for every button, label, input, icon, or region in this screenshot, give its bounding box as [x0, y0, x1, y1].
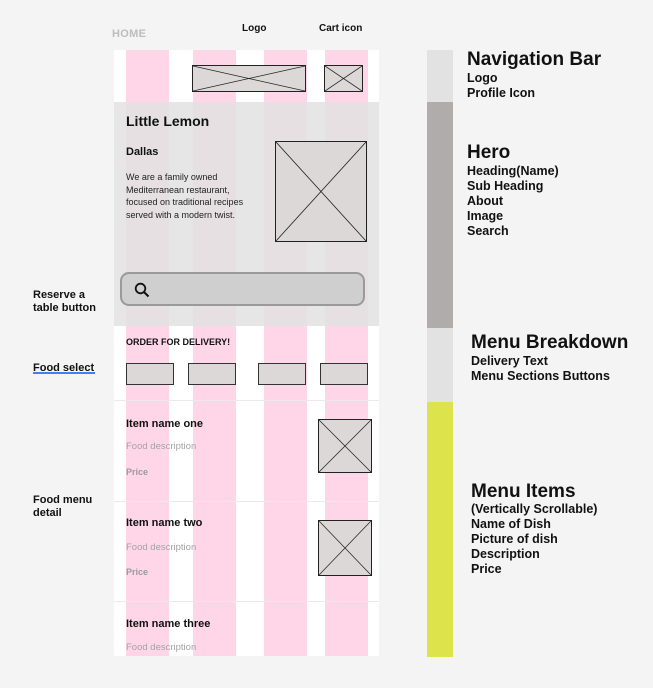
image-placeholder-icon — [325, 66, 362, 91]
section-line: Menu Sections Buttons — [471, 369, 610, 383]
item-description: Food description — [126, 441, 197, 452]
section-title-nav: Navigation Bar — [467, 49, 602, 70]
section-line: Delivery Text — [471, 354, 548, 368]
item-name: Item name two — [126, 517, 203, 529]
dish-image-placeholder[interactable] — [318, 419, 372, 473]
menu-section-button[interactable] — [126, 363, 174, 385]
search-icon — [134, 282, 150, 298]
item-name: Item name three — [126, 618, 211, 630]
image-placeholder-icon — [319, 521, 371, 575]
menu-section-button[interactable] — [188, 363, 236, 385]
section-line: Sub Heading — [467, 179, 544, 193]
section-title-items: Menu Items — [471, 481, 576, 502]
section-line: Name of Dish — [471, 517, 551, 531]
hero-subtitle: Dallas — [126, 146, 159, 158]
divider — [114, 400, 379, 401]
search-bar[interactable] — [120, 272, 365, 306]
delivery-text: ORDER FOR DELIVERY! — [126, 337, 231, 347]
section-bar-items — [427, 402, 453, 657]
dish-image-placeholder[interactable] — [318, 520, 372, 576]
section-line: About — [467, 194, 504, 208]
item-name: Item name one — [126, 418, 204, 430]
image-placeholder-icon — [276, 142, 366, 241]
section-line: Description — [471, 547, 540, 561]
section-line: (Vertically Scrollable) — [471, 502, 598, 516]
hero-image-placeholder — [275, 141, 367, 242]
item-price: Price — [126, 467, 149, 477]
section-line: Profile Icon — [467, 86, 536, 100]
section-title-hero: Hero — [467, 142, 511, 163]
cart-icon-label: Cart icon — [319, 23, 363, 34]
logo-placeholder[interactable] — [192, 65, 306, 92]
section-title-menu: Menu Breakdown — [471, 332, 629, 353]
food-menu-detail-label: Food menu detail — [33, 494, 93, 519]
section-line: Price — [471, 562, 502, 576]
image-placeholder-icon — [319, 420, 371, 472]
section-bar-menu — [427, 328, 453, 402]
section-line: Logo — [467, 71, 498, 85]
section-bar-nav — [427, 50, 453, 102]
hero-title: Little Lemon — [126, 113, 210, 129]
phone-wireframe: Little Lemon Dallas We are a family owne… — [114, 50, 379, 656]
divider — [114, 501, 379, 502]
image-placeholder-icon — [193, 66, 305, 91]
item-price: Price — [126, 567, 149, 577]
food-select-label: Food select — [33, 362, 95, 374]
section-line: Search — [467, 224, 509, 238]
food-select-underline — [33, 372, 95, 374]
item-description: Food description — [126, 542, 197, 553]
divider — [114, 601, 379, 602]
section-bar-hero — [427, 102, 453, 328]
section-line: Image — [467, 209, 504, 223]
item-description: Food description — [126, 642, 197, 653]
section-line: Picture of dish — [471, 532, 558, 546]
cart-icon-placeholder[interactable] — [324, 65, 363, 92]
logo-label: Logo — [242, 23, 267, 34]
hero-about: We are a family owned Mediterranean rest… — [126, 172, 244, 220]
section-line: Heading(Name) — [467, 164, 559, 178]
reserve-table-label: Reserve a table button — [33, 289, 96, 314]
menu-section-button[interactable] — [258, 363, 306, 385]
menu-section-button[interactable] — [320, 363, 368, 385]
home-label: HOME — [112, 28, 147, 40]
